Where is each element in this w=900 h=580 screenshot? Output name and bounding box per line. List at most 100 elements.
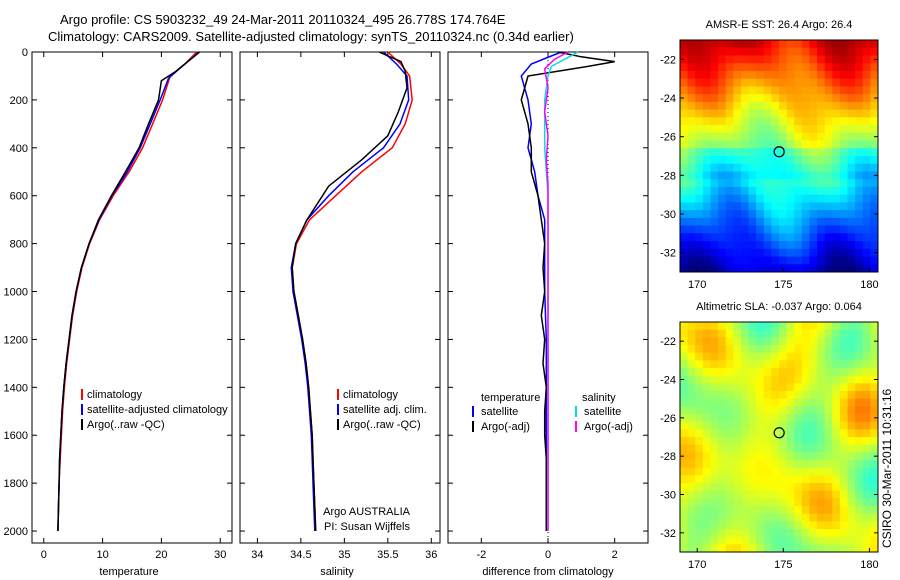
map-cell (779, 368, 788, 377)
map-cell (817, 521, 826, 530)
map-cell (801, 490, 810, 499)
map-cell (718, 460, 727, 469)
map-cell (740, 179, 749, 188)
map-cell (756, 360, 765, 369)
map-cell (786, 521, 795, 530)
map-cell (824, 429, 833, 438)
map-cell (809, 125, 818, 134)
map-cell (771, 329, 780, 338)
map-cell (817, 233, 826, 242)
map-cell (855, 140, 864, 149)
map-cell (824, 444, 833, 453)
map-cell (832, 421, 841, 430)
map-cell (809, 429, 818, 438)
difference-xtick-label: 2 (612, 549, 618, 561)
map-cell (847, 109, 856, 118)
map-cell (763, 352, 772, 361)
map-cell (733, 352, 742, 361)
map-cell (725, 217, 734, 226)
map-cell (771, 40, 780, 49)
map-cell (801, 437, 810, 446)
map-cell (832, 63, 841, 72)
map-cell (786, 70, 795, 80)
map-cell (817, 352, 826, 361)
map-cell (809, 521, 818, 530)
map-cell (740, 475, 749, 484)
map-cell (794, 186, 803, 196)
map-cell (817, 444, 826, 453)
map-cell (740, 483, 749, 492)
map-cell (695, 521, 704, 530)
map-cell (847, 429, 856, 438)
map-cell (763, 63, 772, 72)
map-cell (839, 194, 848, 203)
map-cell (733, 467, 742, 476)
map-cell (718, 210, 727, 219)
map-cell (855, 70, 864, 80)
salinity-axes-box (239, 51, 441, 544)
map-cell (695, 233, 704, 242)
map-cell (817, 125, 826, 134)
map-cell (855, 86, 864, 95)
map-cell (763, 70, 772, 80)
map-cell (847, 529, 856, 538)
map-cell (733, 475, 742, 484)
map-cell (733, 171, 742, 180)
map-cell (748, 225, 757, 234)
map-cell (740, 210, 749, 219)
map-cell (687, 202, 696, 211)
map-cell (756, 186, 765, 196)
map-cell (733, 337, 742, 346)
map-cell (748, 444, 757, 453)
map-cell (756, 529, 765, 538)
map-cell (695, 179, 704, 188)
map-cell (862, 148, 871, 157)
map-cell (824, 194, 833, 203)
map-cell (824, 513, 833, 522)
map-cell (870, 437, 879, 446)
map-cell (801, 210, 810, 219)
map-cell (718, 248, 727, 257)
map-cell (748, 55, 757, 64)
temperature-plot (31, 51, 233, 544)
map-cell (748, 171, 757, 180)
map-cell (733, 444, 742, 453)
map-cell (855, 352, 864, 361)
map-cell (740, 101, 749, 110)
map-cell (695, 414, 704, 423)
map-cell (718, 194, 727, 203)
map-cell (855, 109, 864, 118)
map-cell (855, 179, 864, 188)
map-cell (847, 521, 856, 530)
difference-xlabel: difference from climatology (482, 566, 614, 578)
map-cell (725, 368, 734, 377)
map-cell (832, 398, 841, 407)
map-cell (725, 360, 734, 369)
map-cell (680, 329, 689, 338)
map-cell (702, 391, 711, 400)
map-cell (687, 383, 696, 392)
map-cell (771, 186, 780, 196)
map-cell (733, 179, 742, 188)
map-cell (710, 329, 719, 338)
map-cell (725, 329, 734, 338)
map-cell (786, 391, 795, 400)
map-cell (809, 55, 818, 64)
map-cell (794, 398, 803, 407)
map-cell (839, 467, 848, 476)
temperature-xtick-label: 20 (155, 549, 167, 561)
map-cell (862, 490, 871, 499)
map-cell (687, 233, 696, 242)
map-cell (771, 544, 780, 553)
map-cell (718, 467, 727, 476)
map-cell (740, 47, 749, 56)
map-cell (817, 383, 826, 392)
map-cell (801, 460, 810, 469)
difference-xtick-label: 0 (545, 549, 551, 561)
map-cell (680, 202, 689, 211)
map-cell (740, 498, 749, 507)
map-cell (824, 437, 833, 446)
map-cell (771, 506, 780, 515)
map-cell (870, 47, 879, 56)
map-cell (794, 171, 803, 180)
